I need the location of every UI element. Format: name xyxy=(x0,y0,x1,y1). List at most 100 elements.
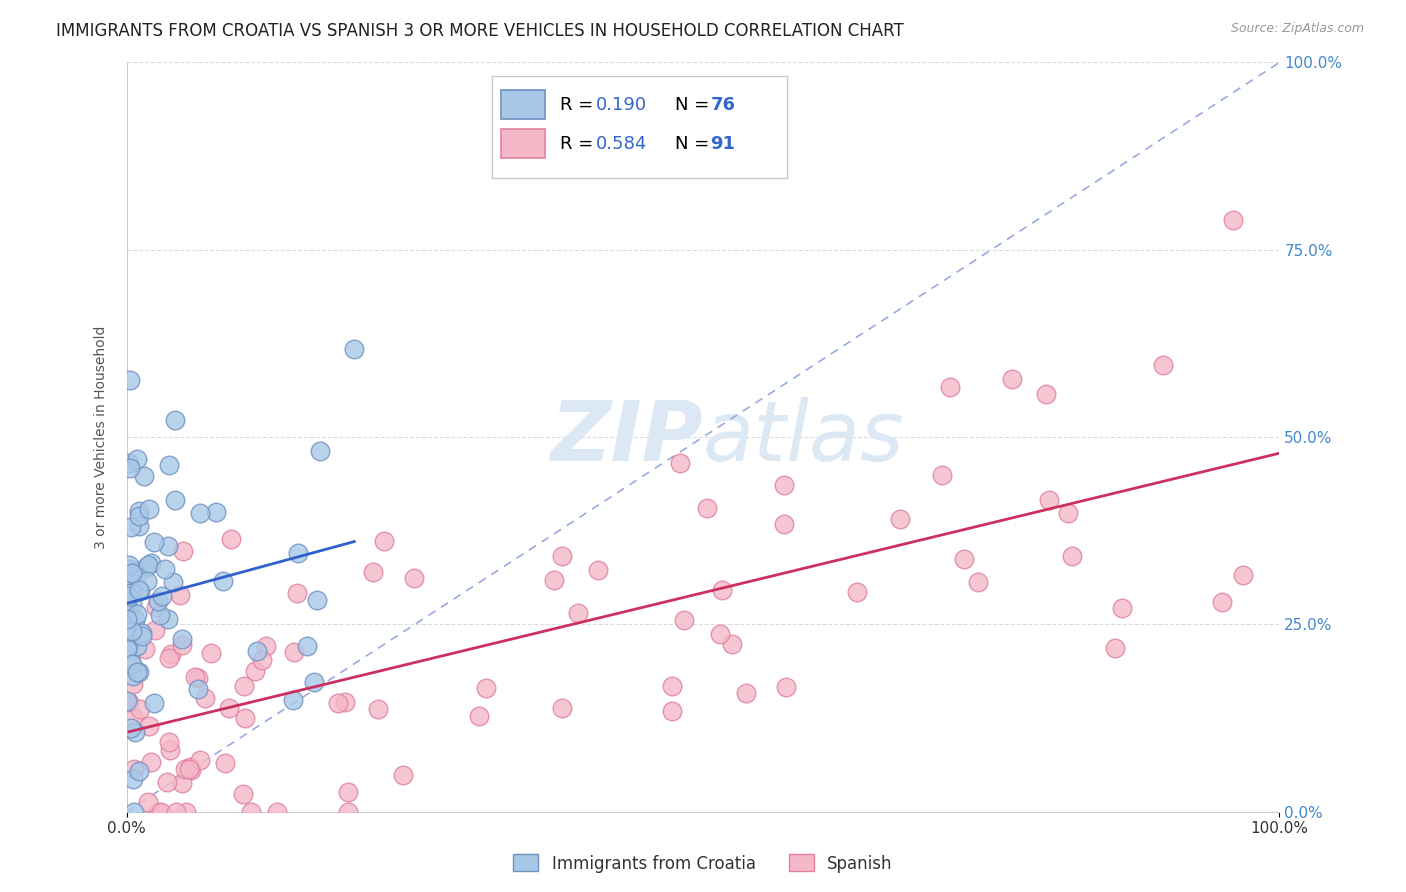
Point xyxy=(214,756,236,771)
Point xyxy=(475,681,498,695)
Point xyxy=(1111,600,1133,615)
Point xyxy=(543,573,565,587)
Point xyxy=(159,648,181,662)
Point xyxy=(212,574,235,589)
Point xyxy=(567,607,589,621)
Point xyxy=(373,534,395,549)
Text: 91: 91 xyxy=(710,135,735,153)
Point xyxy=(188,506,211,520)
Point xyxy=(157,651,180,665)
Point xyxy=(551,701,574,715)
Point xyxy=(132,468,155,483)
Point xyxy=(136,558,159,572)
Point xyxy=(939,380,962,394)
Point xyxy=(232,679,254,693)
Point xyxy=(118,565,141,579)
Point xyxy=(117,621,139,635)
Point xyxy=(673,613,696,627)
Point xyxy=(1211,595,1233,609)
Point xyxy=(157,458,180,473)
Point xyxy=(125,451,148,466)
Point xyxy=(845,585,868,599)
Text: R =: R = xyxy=(560,95,599,113)
Point xyxy=(117,624,139,638)
Point xyxy=(337,805,360,819)
Point xyxy=(157,735,180,749)
FancyBboxPatch shape xyxy=(501,90,546,119)
Point xyxy=(254,639,277,653)
Text: ZIP: ZIP xyxy=(550,397,703,477)
Point xyxy=(302,674,325,689)
Point xyxy=(180,764,202,778)
Point xyxy=(953,552,976,566)
Point xyxy=(157,612,180,626)
Point xyxy=(967,574,990,589)
Text: N =: N = xyxy=(675,135,716,153)
Point xyxy=(1062,549,1084,563)
Point xyxy=(177,762,200,776)
Point xyxy=(162,574,184,589)
Legend: Immigrants from Croatia, Spanish: Immigrants from Croatia, Spanish xyxy=(506,847,900,880)
Point xyxy=(246,644,269,658)
Point xyxy=(188,754,211,768)
Point xyxy=(134,560,156,574)
Point xyxy=(131,626,153,640)
Point xyxy=(115,594,138,608)
Point xyxy=(143,696,166,710)
Point xyxy=(1000,372,1022,386)
Point xyxy=(1232,568,1254,582)
Point xyxy=(170,776,193,790)
Point xyxy=(146,805,169,819)
Point xyxy=(551,549,574,563)
Point xyxy=(187,671,209,685)
Point xyxy=(283,645,305,659)
Point xyxy=(150,589,173,603)
Point xyxy=(141,557,163,571)
Point xyxy=(173,762,195,776)
Point xyxy=(128,504,150,518)
Point xyxy=(163,492,186,507)
Point xyxy=(128,665,150,679)
Point xyxy=(1152,359,1174,373)
Point xyxy=(773,478,796,492)
Point xyxy=(165,805,187,819)
Point xyxy=(128,582,150,597)
Point xyxy=(124,724,146,739)
Point xyxy=(696,501,718,516)
Point xyxy=(121,657,143,671)
Point xyxy=(118,461,141,475)
Point xyxy=(169,588,191,602)
Point xyxy=(661,704,683,718)
Point xyxy=(721,637,744,651)
Point xyxy=(172,638,194,652)
Point xyxy=(117,694,139,708)
Point xyxy=(343,342,366,356)
Point xyxy=(186,682,208,697)
Y-axis label: 3 or more Vehicles in Household: 3 or more Vehicles in Household xyxy=(94,326,108,549)
Point xyxy=(125,569,148,583)
Point xyxy=(118,456,141,470)
Point xyxy=(122,669,145,683)
Point xyxy=(138,502,160,516)
Point xyxy=(150,805,173,819)
Text: 76: 76 xyxy=(710,95,735,113)
Point xyxy=(143,535,166,549)
Point xyxy=(118,611,141,625)
Point xyxy=(128,518,150,533)
Text: 0.190: 0.190 xyxy=(596,95,647,113)
Point xyxy=(127,607,149,621)
Point xyxy=(735,686,758,700)
Point xyxy=(367,702,389,716)
Point xyxy=(232,787,254,801)
Point xyxy=(149,607,172,622)
Point xyxy=(179,760,201,774)
Point xyxy=(711,582,734,597)
Text: N =: N = xyxy=(675,95,716,113)
Point xyxy=(128,764,150,779)
Point xyxy=(305,593,328,607)
Point xyxy=(118,637,141,651)
Point xyxy=(1222,212,1244,227)
Point xyxy=(250,653,273,667)
Point xyxy=(1038,493,1060,508)
Point xyxy=(221,532,243,546)
